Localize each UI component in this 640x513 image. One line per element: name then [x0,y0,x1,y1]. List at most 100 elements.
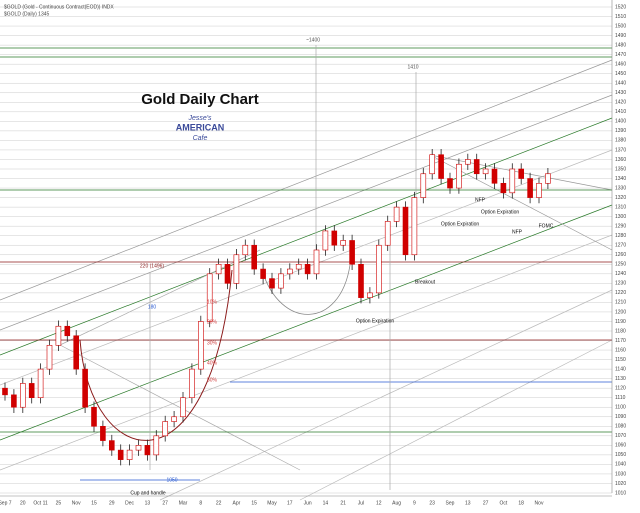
y-tick-label: 1320 [615,195,626,201]
y-tick-label: 1480 [615,42,626,48]
candle-body [171,416,177,422]
annotation: 1050 [166,477,177,483]
candle-body [117,449,124,460]
candle-body [304,263,311,275]
candle-body [28,383,35,399]
candle-body [260,268,266,279]
y-tick-label: 1490 [615,33,626,39]
y-tick-label: 1450 [615,71,626,77]
candle-body [491,168,498,184]
candle-body [91,406,97,427]
x-tick-label: 21 [340,500,346,506]
candle-body [536,182,542,198]
guide-line [59,344,301,471]
y-tick-label: 1510 [615,14,626,20]
x-tick-label: May [267,500,277,506]
candle-body [331,230,338,246]
logo-text: AMERICAN [176,122,225,132]
candle-body [402,206,409,256]
x-tick-label: 18 [518,500,524,506]
candle-body [37,368,44,399]
candle-body [545,173,551,184]
candle-body [500,182,507,194]
annotation: 1410 [407,64,418,70]
annotation: 40% [207,360,218,366]
candle-body [100,425,106,441]
annotation: Breakout [415,279,436,285]
logo: Jesse's AMERICAN Cafe [176,115,225,142]
candle-body [269,278,275,289]
candle-body [527,178,533,198]
logo-text: Jesse's [187,115,212,122]
x-tick-label: 15 [91,500,97,506]
handle-curve [261,264,351,315]
candle-body [224,263,231,284]
candle-body [456,163,462,189]
candle-body [509,168,516,194]
y-tick-label: 1150 [615,357,626,363]
annotation: FOMC [539,223,554,229]
candle-body [126,449,133,460]
candle-body [340,240,347,246]
candle-body [349,240,355,265]
y-tick-label: 1210 [615,300,626,306]
x-tick-label: 20 [20,500,26,506]
logo-text: Cafe [193,135,208,142]
annotation: 20% [207,319,218,325]
guide-line [299,339,613,501]
candle-body [358,263,364,298]
candle-body [180,397,186,418]
x-tick-label: Jun [304,500,312,506]
chart-title: Gold Daily Chart [141,91,259,108]
y-tick-label: 1390 [615,128,626,134]
y-tick-label: 1130 [615,376,626,382]
guide-line [0,94,613,331]
candle-body [482,168,489,175]
y-tick-label: 1440 [615,81,626,87]
candle-body [251,244,257,270]
candle-body [411,197,418,256]
candle-body [46,344,53,370]
y-tick-label: 1370 [615,147,626,153]
x-tick-label: 17 [287,500,293,506]
candle-body [313,249,320,275]
candle-body [82,368,88,408]
candle-body [189,368,195,399]
x-tick-label: 8 [199,500,202,506]
annotation: NFP [512,229,523,235]
candle-body [447,178,453,189]
x-tick-label: 9 [413,500,416,506]
y-tick-label: 1230 [615,281,626,287]
x-tick-label: 14 [323,500,329,506]
y-tick-label: 1090 [615,414,626,420]
candle-body [135,445,142,451]
y-tick-label: 1140 [615,366,626,372]
candle-body [393,206,400,222]
annotation: NFP [475,197,486,203]
guide-line [0,117,613,356]
candle-body [438,154,444,179]
x-tick-label: Mar [179,500,188,506]
x-tick-label: 15 [251,500,257,506]
y-tick-label: 1430 [615,90,626,96]
candle-body [109,440,115,451]
x-tick-label: 12 [376,500,382,506]
x-tick-label: Nov [535,500,544,506]
y-tick-label: 1350 [615,166,626,172]
y-tick-label: 1160 [615,347,626,353]
x-tick-label: 22 [216,500,222,506]
candle-body [215,263,222,275]
y-tick-label: 1270 [615,243,626,249]
candle-body [473,159,480,175]
guide-line [0,204,613,441]
candle-body [73,335,79,370]
y-tick-label: 1290 [615,224,626,230]
y-tick-label: 1240 [615,271,626,277]
y-tick-label: 1170 [615,338,626,344]
annotation: 220 (1496) [140,263,165,269]
annotation: 50% [207,377,218,383]
y-tick-label: 1200 [615,309,626,315]
x-tick-label: Aug [392,500,401,506]
y-tick-label: 1280 [615,233,626,239]
